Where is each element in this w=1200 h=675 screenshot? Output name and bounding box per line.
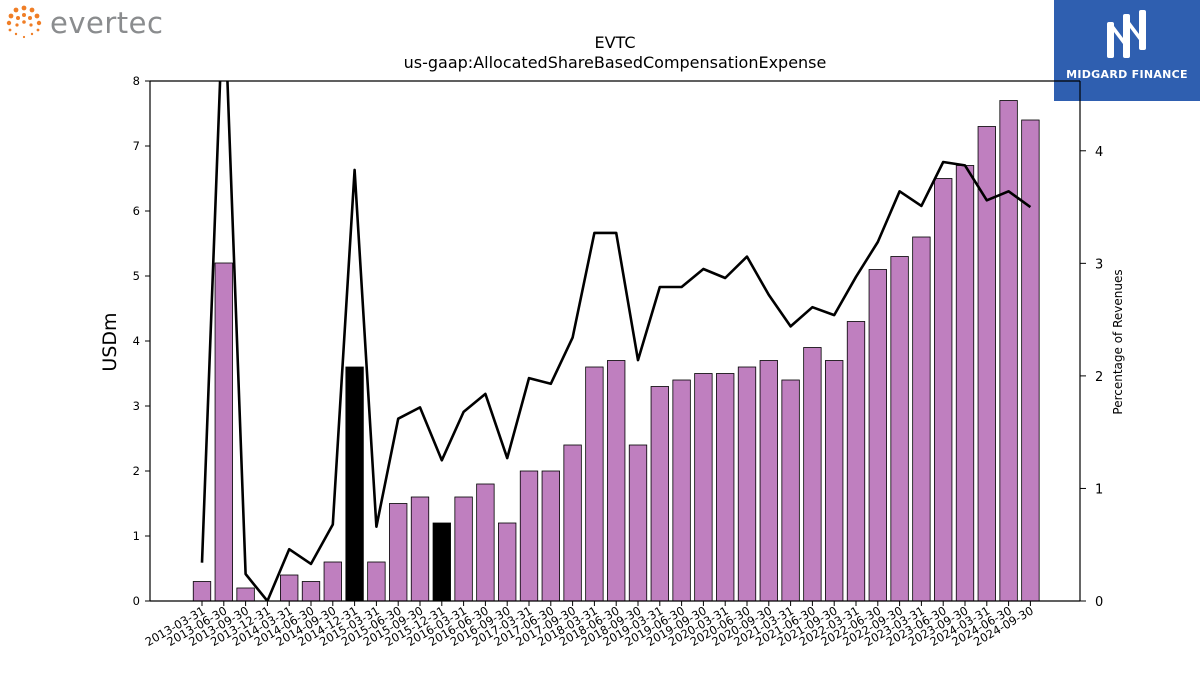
bar bbox=[280, 574, 299, 602]
midgard-finance-logo: MIDGARD FINANCE bbox=[1054, 0, 1200, 101]
bar bbox=[737, 366, 757, 602]
bar bbox=[301, 581, 321, 602]
bar bbox=[498, 522, 517, 602]
line-series bbox=[200, 81, 1032, 601]
chart-subtitle: us-gaap:AllocatedShareBasedCompensationE… bbox=[404, 53, 827, 72]
bar bbox=[868, 269, 887, 602]
bar bbox=[432, 522, 451, 602]
bar bbox=[476, 483, 495, 602]
bar bbox=[541, 470, 560, 602]
bar bbox=[214, 262, 233, 602]
bar bbox=[345, 366, 364, 602]
midgard-finance-wordmark: MIDGARD FINANCE bbox=[1066, 68, 1188, 81]
bar bbox=[846, 321, 866, 602]
bar bbox=[454, 496, 473, 602]
midgard-emblem-icon bbox=[1107, 10, 1146, 58]
bar bbox=[563, 444, 582, 602]
bar bbox=[694, 373, 713, 602]
bar bbox=[934, 178, 953, 602]
y-tick-label: 3 bbox=[133, 399, 140, 413]
bar-series bbox=[192, 100, 1040, 602]
y-tick-label: 8 bbox=[133, 74, 140, 88]
y-tick-label: 2 bbox=[133, 464, 140, 478]
chart-title: EVTC bbox=[594, 33, 635, 52]
y-tick-label: 1 bbox=[133, 529, 140, 543]
bar bbox=[716, 373, 735, 602]
bar bbox=[389, 503, 408, 602]
evertec-wordmark: evertec bbox=[50, 6, 164, 40]
y-tick-label: 5 bbox=[133, 269, 140, 283]
bar bbox=[759, 360, 778, 602]
y2-tick-label: 0 bbox=[1095, 595, 1103, 610]
bar bbox=[519, 470, 539, 602]
bar bbox=[781, 379, 800, 602]
y-axis-label: USDm bbox=[99, 312, 121, 371]
bar bbox=[192, 581, 212, 602]
y-tick-label: 0 bbox=[133, 594, 140, 608]
axes: 012345678012342013-03-312013-06-302013-0… bbox=[133, 74, 1104, 649]
bar bbox=[999, 100, 1018, 602]
evertec-logo: evertec bbox=[4, 4, 163, 42]
y2-axis-label: Percentage of Revenues bbox=[1111, 269, 1125, 414]
bar bbox=[367, 561, 386, 602]
bar bbox=[890, 256, 909, 602]
y-tick-label: 6 bbox=[133, 204, 140, 218]
bar bbox=[912, 236, 931, 602]
bar bbox=[323, 561, 342, 602]
bar bbox=[585, 366, 604, 602]
bar bbox=[650, 386, 669, 602]
y-tick-label: 7 bbox=[133, 139, 140, 153]
y2-tick-label: 4 bbox=[1095, 145, 1103, 160]
bar bbox=[1021, 119, 1040, 602]
y2-tick-label: 3 bbox=[1095, 257, 1103, 272]
bar bbox=[672, 379, 691, 602]
bar bbox=[236, 587, 255, 602]
y2-tick-label: 1 bbox=[1095, 482, 1103, 497]
bar bbox=[803, 347, 822, 602]
bar bbox=[825, 360, 844, 602]
bar bbox=[628, 444, 648, 602]
bar bbox=[410, 496, 430, 602]
bar bbox=[607, 360, 626, 602]
y-tick-label: 4 bbox=[133, 334, 140, 348]
bar bbox=[955, 165, 975, 602]
line-path bbox=[200, 81, 1032, 601]
evertec-dots-icon bbox=[6, 5, 42, 39]
y2-tick-label: 2 bbox=[1095, 370, 1103, 385]
